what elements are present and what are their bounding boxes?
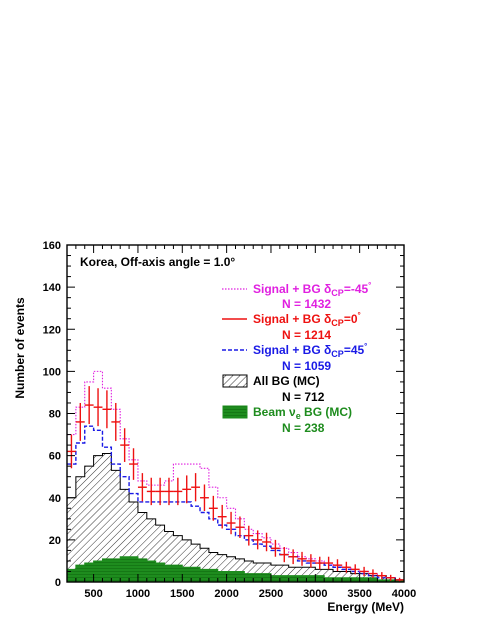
y-tick-label: 120 — [43, 324, 61, 336]
x-tick-label: 500 — [84, 588, 102, 600]
data-point-sig-0 — [279, 547, 289, 563]
data-point-sig-0 — [270, 539, 280, 557]
y-tick-label: 100 — [43, 366, 61, 378]
legend-label-sig-m45: Signal + BG δCP=-45° — [253, 281, 371, 298]
series-sig-p45-line — [67, 425, 404, 581]
legend-swatch-beam-ve — [222, 405, 248, 419]
legend-count-sig-p45: N = 1059 — [282, 359, 331, 373]
data-point-sig-0 — [217, 504, 227, 529]
legend-count-sig-0: N = 1214 — [282, 328, 331, 342]
x-tick-label: 4000 — [392, 588, 416, 600]
y-tick-label: 20 — [49, 535, 61, 547]
plot-area — [66, 370, 405, 583]
data-point-sig-0 — [324, 556, 334, 570]
data-point-sig-0 — [173, 477, 183, 506]
y-tick-label: 0 — [55, 577, 61, 589]
series-beam-ve-area — [66, 556, 405, 583]
data-point-sig-0 — [395, 577, 404, 582]
data-point-sig-0 — [146, 477, 156, 506]
data-point-sig-0 — [315, 556, 325, 570]
data-point-sig-0 — [350, 564, 360, 575]
y-tick-label: 60 — [49, 451, 61, 463]
data-point-sig-0 — [377, 572, 387, 580]
data-point-sig-0 — [191, 473, 201, 502]
data-point-sig-0 — [67, 434, 76, 469]
series-all-bg-area — [66, 453, 405, 583]
legend-count-sig-m45: N = 1432 — [282, 297, 331, 311]
legend-label-sig-0: Signal + BG δCP=0° — [253, 311, 361, 328]
data-point-sig-0 — [75, 402, 85, 441]
data-point-sig-0 — [137, 473, 147, 502]
data-point-sig-0 — [235, 516, 245, 538]
data-point-sig-0 — [333, 559, 342, 572]
legend-label-all-bg: All BG (MC) — [253, 374, 320, 388]
y-tick-label: 40 — [49, 493, 61, 505]
data-point-sig-0 — [297, 551, 307, 566]
x-tick-label: 2000 — [214, 588, 238, 600]
data-point-sig-0 — [155, 477, 165, 506]
y-tick-label: 140 — [43, 282, 61, 294]
data-point-sig-0 — [306, 554, 316, 568]
x-tick-label: 2500 — [259, 588, 283, 600]
legend-swatch-all-bg — [222, 374, 248, 388]
series-sig-m45-line — [67, 370, 404, 581]
legend-label-sig-p45: Signal + BG δCP=45° — [253, 342, 367, 359]
data-point-sig-0 — [120, 428, 130, 462]
legend-count-beam-ve: N = 238 — [282, 421, 325, 435]
data-point-sig-0 — [341, 561, 351, 573]
data-point-sig-0 — [226, 511, 236, 535]
data-point-sig-0 — [93, 388, 103, 427]
y-tick-label: 80 — [49, 409, 61, 421]
legend: Signal + BG δCP=-45° N = 1432 Signal + B… — [222, 281, 371, 435]
chart-annotation: Korea, Off-axis angle = 1.0° — [80, 255, 235, 269]
data-point-sig-0 — [102, 390, 112, 429]
x-tick-label: 3000 — [303, 588, 327, 600]
x-tick-label: 1000 — [126, 588, 150, 600]
legend-label-beam-ve: Beam νe BG (MC) — [253, 405, 352, 421]
data-point-sig-0 — [200, 484, 209, 512]
data-point-sig-0 — [368, 569, 378, 578]
data-point-sig-0 — [164, 477, 174, 506]
data-point-sig-0 — [182, 475, 192, 504]
data-point-sig-0 — [84, 386, 94, 425]
data-point-sig-0 — [244, 525, 254, 546]
legend-count-all-bg: N = 712 — [282, 390, 325, 404]
x-axis-label: Energy (MeV) — [327, 600, 404, 614]
data-point-sig-0 — [262, 532, 271, 552]
data-point-sig-0 — [359, 566, 369, 577]
y-axis-label: Number of events — [13, 297, 27, 399]
data-point-sig-0 — [129, 448, 138, 480]
y-tick-label: 160 — [43, 240, 61, 252]
data-point-sig-0 — [208, 495, 218, 521]
data-point-sig-0 — [386, 574, 396, 581]
data-point-sig-0 — [288, 549, 298, 565]
axes: 500 1000 1500 2000 2500 3000 3500 4000 0 20 40 60 80… — [43, 240, 417, 600]
x-tick-label: 1500 — [170, 588, 194, 600]
x-tick-label: 3500 — [347, 588, 371, 600]
data-point-sig-0 — [253, 530, 263, 550]
data-point-sig-0 — [111, 402, 121, 441]
